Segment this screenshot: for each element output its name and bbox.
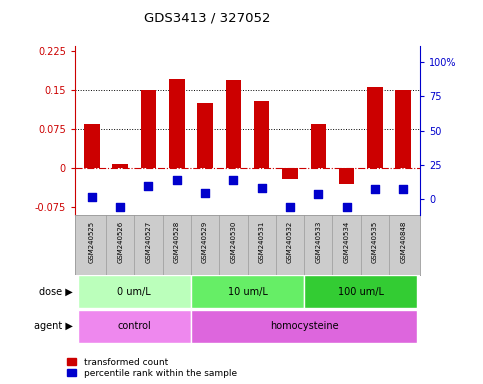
Bar [191, 275, 304, 308]
Text: 10 um/L: 10 um/L [227, 287, 268, 297]
Bar [396, 90, 411, 168]
Point [286, 204, 294, 210]
Point [88, 194, 96, 200]
Text: GSM240534: GSM240534 [343, 221, 350, 263]
Text: dose ▶: dose ▶ [39, 287, 72, 297]
Bar [311, 124, 326, 168]
Text: GSM240848: GSM240848 [400, 221, 406, 263]
Text: control: control [117, 321, 151, 331]
Bar [84, 124, 99, 168]
Point [343, 204, 351, 210]
Bar [191, 310, 417, 343]
Text: GSM240530: GSM240530 [230, 221, 236, 263]
Text: GSM240535: GSM240535 [372, 221, 378, 263]
Point [144, 184, 152, 190]
Bar [254, 101, 270, 168]
Bar [339, 168, 355, 184]
Text: GSM240525: GSM240525 [89, 221, 95, 263]
Point [116, 204, 124, 210]
Text: GSM240531: GSM240531 [259, 221, 265, 263]
Text: GSM240528: GSM240528 [174, 221, 180, 263]
Bar [367, 87, 383, 168]
Legend: transformed count, percentile rank within the sample: transformed count, percentile rank withi… [67, 358, 237, 377]
Point [201, 190, 209, 196]
Text: GSM240527: GSM240527 [145, 221, 152, 263]
Text: GSM240532: GSM240532 [287, 221, 293, 263]
Text: agent ▶: agent ▶ [34, 321, 72, 331]
Bar [78, 275, 191, 308]
Text: GSM240526: GSM240526 [117, 221, 123, 263]
Point [399, 186, 407, 192]
Text: homocysteine: homocysteine [270, 321, 339, 331]
Text: 0 um/L: 0 um/L [117, 287, 151, 297]
Point [229, 177, 237, 183]
Bar [141, 90, 156, 168]
Bar [113, 164, 128, 168]
Bar [226, 80, 241, 168]
Text: GDS3413 / 327052: GDS3413 / 327052 [144, 12, 271, 25]
Bar [282, 168, 298, 179]
Bar [78, 310, 191, 343]
Point [173, 177, 181, 183]
Text: GSM240533: GSM240533 [315, 221, 321, 263]
Text: 100 um/L: 100 um/L [338, 287, 384, 297]
Point [258, 185, 266, 191]
Point [314, 191, 322, 197]
Point [371, 186, 379, 192]
Bar [304, 275, 417, 308]
Bar [197, 103, 213, 168]
Bar [169, 79, 185, 168]
Text: GSM240529: GSM240529 [202, 221, 208, 263]
